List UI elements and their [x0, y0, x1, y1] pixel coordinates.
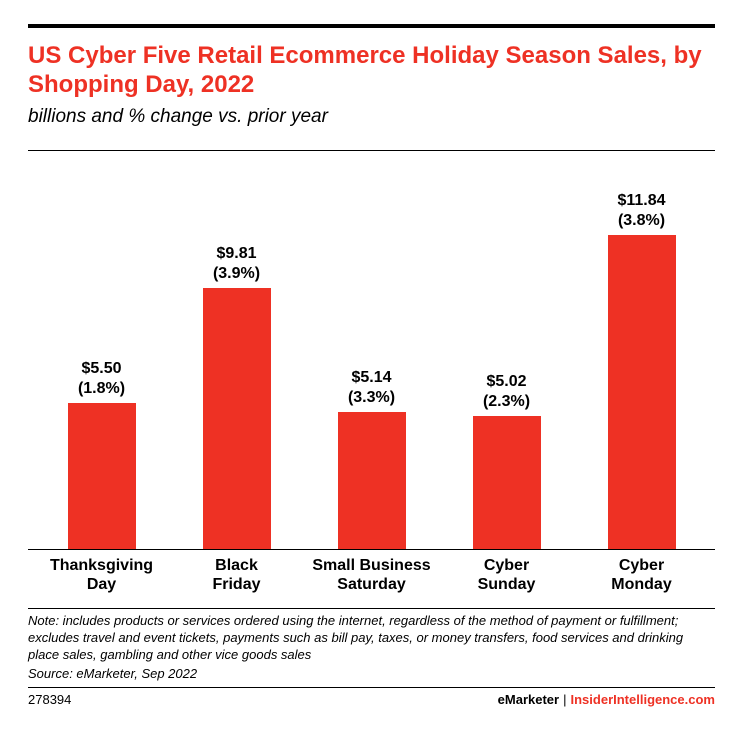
bar-value-label: $5.14(3.3%)	[348, 368, 395, 408]
chart-title: US Cyber Five Retail Ecommerce Holiday S…	[28, 42, 715, 100]
attribution-right: InsiderIntelligence.com	[571, 692, 716, 707]
bar	[338, 412, 406, 548]
footer: 278394 eMarketer | InsiderIntelligence.com	[28, 692, 715, 707]
bar-value-label: $11.84(3.8%)	[617, 191, 665, 231]
x-axis-labels: ThanksgivingDayBlackFridaySmall Business…	[28, 550, 715, 594]
x-axis-label: CyberSunday	[439, 556, 574, 594]
x-axis-label: Small BusinessSaturday	[304, 556, 439, 594]
x-axis-label: ThanksgivingDay	[34, 556, 169, 594]
top-rule	[28, 24, 715, 28]
bar	[68, 403, 136, 549]
bar-slot: $5.02(2.3%)	[439, 151, 574, 549]
attribution-separator: |	[563, 692, 566, 707]
bar-value-label: $5.02(2.3%)	[483, 372, 530, 412]
bar-value-label: $9.81(3.9%)	[213, 244, 260, 284]
bar-slot: $5.14(3.3%)	[304, 151, 439, 549]
chart-id: 278394	[28, 692, 71, 707]
chart-note: Note: includes products or services orde…	[28, 613, 715, 664]
bar-slot: $11.84(3.8%)	[574, 151, 709, 549]
chart-subtitle: billions and % change vs. prior year	[28, 106, 715, 128]
bar-slot: $5.50(1.8%)	[34, 151, 169, 549]
x-axis-label: CyberMonday	[574, 556, 709, 594]
bar	[473, 416, 541, 549]
x-axis-label: BlackFriday	[169, 556, 304, 594]
attribution: eMarketer | InsiderIntelligence.com	[498, 692, 715, 707]
chart-source: Source: eMarketer, Sep 2022	[28, 666, 715, 681]
note-rule	[28, 608, 715, 609]
bar	[203, 288, 271, 548]
bar	[608, 235, 676, 549]
bar-value-label: $5.50(1.8%)	[78, 359, 125, 399]
bar-slot: $9.81(3.9%)	[169, 151, 304, 549]
bar-chart: $5.50(1.8%) $9.81(3.9%) $5.14(3.3%) $5.02(2…	[28, 150, 715, 550]
attribution-left: eMarketer	[498, 692, 559, 707]
footer-rule	[28, 687, 715, 688]
